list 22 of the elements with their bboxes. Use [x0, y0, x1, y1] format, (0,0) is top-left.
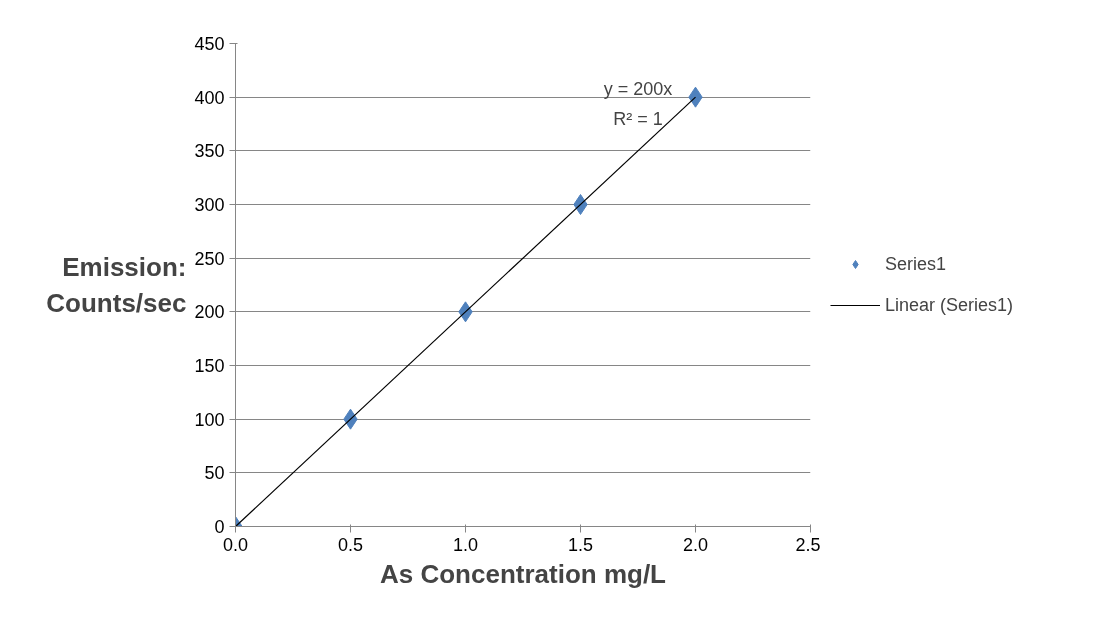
y-tick-label: 300 — [194, 195, 225, 215]
y-tick-label: 50 — [204, 463, 225, 484]
x-tick-label: 2.0 — [682, 534, 709, 555]
annotation: R² = 1 — [613, 108, 663, 129]
y-tick-label: 0 — [214, 517, 225, 537]
y-axis-title: Emission: Counts/sec — [46, 252, 187, 318]
x-tick-label: 1.5 — [567, 534, 594, 555]
y-tick-label: 250 — [194, 248, 225, 269]
y-tick-label: 100 — [194, 409, 225, 430]
legend-label: Linear (Series1) — [885, 294, 1014, 316]
y-tick-label: 150 — [194, 356, 225, 376]
y-tick-label: 400 — [194, 87, 225, 108]
x-tick-label: 2.5 — [795, 534, 821, 555]
y-tick-label: 350 — [194, 141, 225, 162]
y-tick-label: 450 — [194, 34, 225, 54]
x-tick-label: 1.0 — [452, 534, 479, 555]
x-axis-title: As Concentration mg/L — [379, 558, 667, 589]
annotation: y = 200x — [603, 78, 673, 99]
x-tick-label: 0.5 — [337, 534, 364, 555]
y-tick-label: 200 — [194, 302, 225, 323]
legend-label: Series1 — [885, 253, 947, 275]
x-tick-label: 0.0 — [222, 534, 249, 555]
